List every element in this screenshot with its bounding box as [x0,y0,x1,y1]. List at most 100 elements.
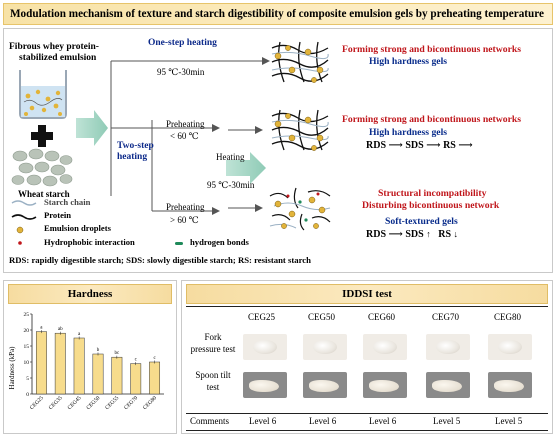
result-3-gel: Soft-textured gels [385,216,458,227]
preheat-1-condition: < 60 ℃ [170,131,199,141]
iddsi-panel [181,280,553,434]
two-step-label: Two-step heating [117,141,154,163]
two-step-line1: Two-step [117,141,154,151]
y-tick-label: 5 [26,376,29,382]
result-1-gel: High hardness gels [369,56,448,67]
result-3-rs: RS [438,229,452,240]
legend-hbond: hydrogen bonds [190,237,249,247]
hardness-panel [3,280,177,434]
legend-droplets: Emulsion droplets [44,223,111,233]
significance-letter: a [78,332,81,337]
spoon-test-photo [426,372,470,398]
column-header: CEG80 [494,312,521,322]
spoon-test-photo [243,372,287,398]
arrow-up-icon: ↑ [426,229,431,239]
result-3-digestion: RDS ⟶ SDS ↑ RS ↓ [366,229,458,240]
result-2-digestion: RDS ⟶ SDS ⟶ RS ⟶ [366,140,473,151]
x-tick-label: CEG80 [142,395,158,411]
comment-level: Level 6 [249,416,277,426]
spoon-test-photo [303,372,347,398]
bar [73,337,85,395]
iddsi-table: CEG25 CEG50 CEG60 CEG70 CEG80 Fork press… [186,306,548,431]
comment-level: Level 6 [309,416,337,426]
comment-level: Level 5 [433,416,461,426]
y-tick-label: 15 [24,344,30,350]
legend-symbols [11,200,37,245]
x-tick-label: CEG55 [104,395,120,411]
two-step-line2: heating [117,152,148,162]
x-tick-label: CEG45 [67,395,83,411]
fork-test-photo [426,334,470,360]
emulsion-label: Fibrous whey protein- stabilized emulsio… [9,42,99,64]
significance-letter: ab [58,327,63,332]
bar [92,353,104,395]
column-header: CEG25 [248,312,275,322]
emulsion-label-line2: stabilized emulsion [19,53,97,63]
arrow-down-icon: ↓ [453,229,459,239]
legend-starch: Starch chain [44,197,91,207]
result-2-rds: RDS [366,140,387,151]
wheat-starch-label: Wheat starch [18,189,70,199]
hardness-chart: Hardness (kPa) 0 5 10 15 20 25 a CEG25 ab CEG35 a C… [8,312,164,411]
x-tick-label: CEG50 [86,395,102,411]
one-step-condition: 95 ℃-30min [157,67,205,77]
heating-label: Heating [216,152,245,162]
bar [130,363,142,395]
network-image-1 [271,41,329,83]
significance-letter: c [153,356,156,361]
network-image-2 [271,109,329,151]
arrow-right-icon: ⟶ [388,140,403,151]
legend-hydrophobic: Hydrophobic interaction [44,237,135,247]
fork-test-photo [363,334,407,360]
legend-protein: Protein [44,210,72,220]
fork-test-photo [303,334,347,360]
x-tick-label: CEG25 [29,395,45,411]
column-header: CEG60 [368,312,395,322]
row-label-fork: Fork pressure test [188,331,238,355]
column-header: CEG50 [308,312,335,322]
fork-test-photo [243,334,287,360]
significance-letter: b [97,348,100,353]
comment-level: Level 6 [369,416,397,426]
plus-icon [31,125,53,147]
preheat-2-condition: > 60 ℃ [170,215,199,225]
preheat-1-label: Preheating [166,119,205,129]
result-2-sds: SDS [405,140,424,151]
bar [35,331,47,395]
emulsion-label-line1: Fibrous whey protein- [9,42,99,52]
arrow-right-icon: ⟶ [388,229,403,240]
result-3-rds: RDS [366,229,387,240]
spoon-test-photo [488,372,532,398]
row-label-fork-line1: Fork [204,332,222,342]
one-step-label: One-step heating [148,38,217,48]
y-tick-label: 25 [24,312,30,318]
column-header: CEG70 [432,312,459,322]
y-axis-label: Hardness (kPa) [8,346,16,390]
title-bar: Modulation mechanism of texture and star… [3,3,553,25]
row-label-fork-line2: pressure test [190,344,236,354]
y-tick-label: 20 [24,328,30,334]
hbond-symbol [175,242,183,245]
figure-title: Modulation mechanism of texture and star… [10,8,544,20]
hardness-title: Hardness [8,284,172,304]
comment-level: Level 5 [495,416,523,426]
result-3-sds: SDS [405,229,424,240]
network-image-3 [269,187,331,231]
result-2-network: Forming strong and bicontinuous networks [342,114,522,125]
row-label-comments: Comments [190,416,230,426]
spoon-test-photo [363,372,407,398]
mechanism-panel [3,28,553,273]
abbreviations: RDS: rapidly digestible starch; SDS: slo… [9,255,311,265]
row-label-spoon-line1: Spoon tilt [195,370,231,380]
bar [111,356,123,395]
wheat-starch-icon [11,148,73,187]
bar [149,361,161,395]
y-tick-label: 10 [24,360,30,366]
y-tick-label: 0 [26,392,29,398]
result-3-disturbing: Disturbing bicontinuous network [362,200,500,211]
beaker-icon [19,70,67,119]
result-2-rs: RS [443,140,456,151]
flow-arrows [76,57,270,215]
iddsi-title: IDDSI test [186,284,548,304]
bar [54,332,66,395]
